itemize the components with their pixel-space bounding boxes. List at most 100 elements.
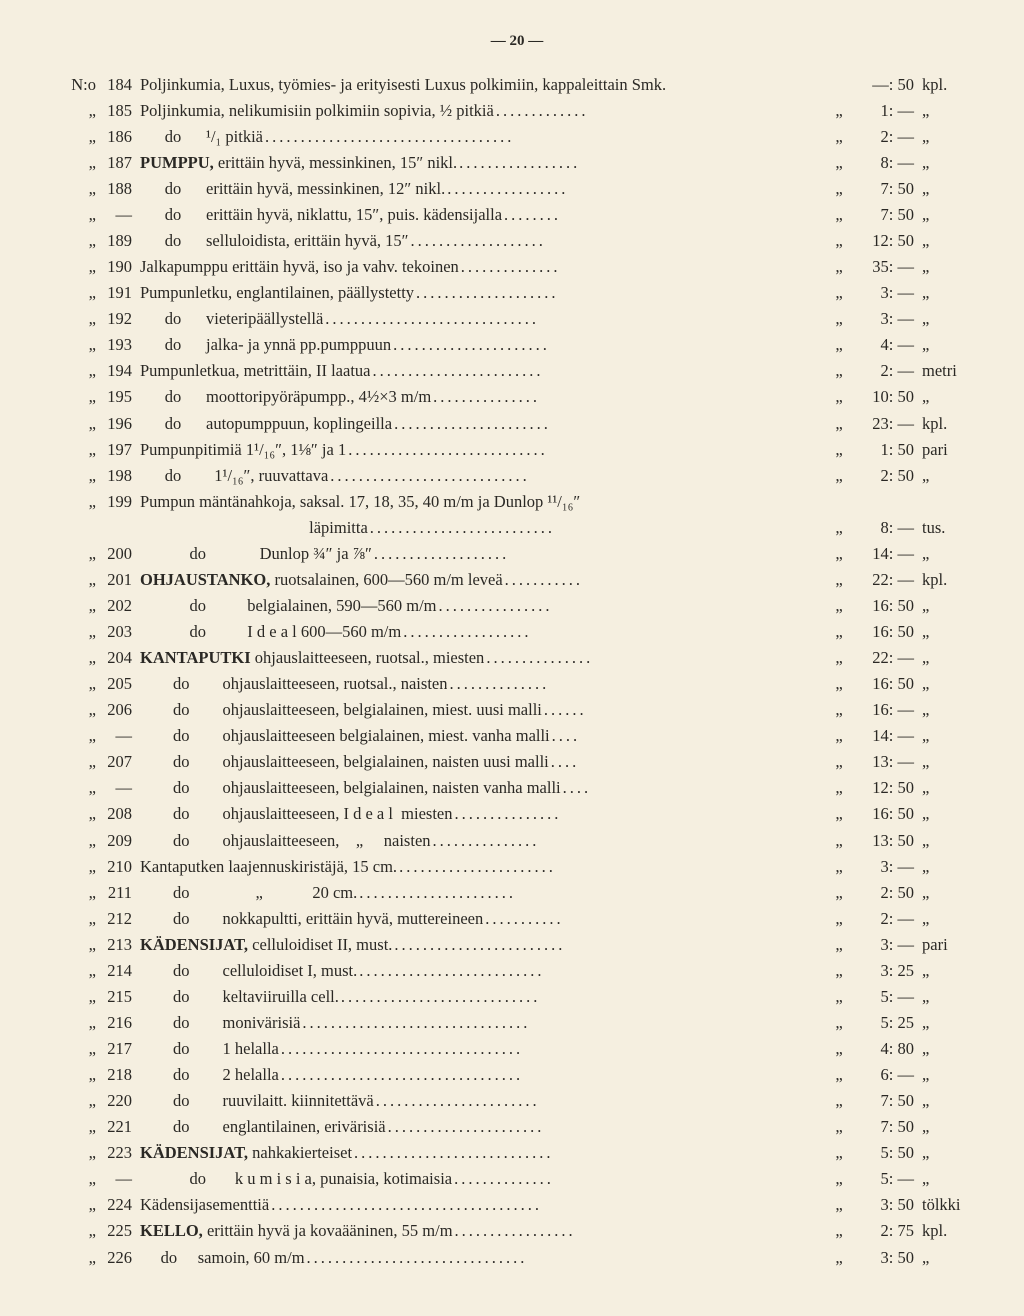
row-leader: ................... xyxy=(409,228,828,254)
row-number: 226 xyxy=(100,1245,140,1271)
row-leader: ................. xyxy=(445,176,828,202)
row-description: PUMPPU, erittäin hyvä, messinkinen, 15″ … xyxy=(140,150,457,176)
row-price: 10: 50 xyxy=(850,384,922,410)
row-leader: ...................... xyxy=(392,411,828,437)
catalog-row: „217 do 1 helalla.......................… xyxy=(60,1036,974,1062)
row-ditto-mark: „ xyxy=(828,1036,850,1062)
row-leader: ................. xyxy=(453,1218,828,1244)
row-prefix: „ xyxy=(60,228,100,254)
row-unit: „ xyxy=(922,828,974,854)
row-prefix: „ xyxy=(60,932,100,958)
row-unit: „ xyxy=(922,541,974,567)
row-unit: „ xyxy=(922,801,974,827)
row-prefix: „ xyxy=(60,906,100,932)
row-unit: „ xyxy=(922,645,974,671)
row-ditto-mark: „ xyxy=(828,801,850,827)
row-prefix: „ xyxy=(60,1218,100,1244)
catalog-row: „211 do „ 20 cm.......................„2… xyxy=(60,880,974,906)
row-leader: ........ xyxy=(502,202,828,228)
row-unit: kpl. xyxy=(922,567,974,593)
row-price: 23: — xyxy=(850,411,922,437)
row-number: — xyxy=(100,723,140,749)
row-description: OHJAUSTANKO, ruotsalainen, 600—560 m/m l… xyxy=(140,567,503,593)
row-unit: „ xyxy=(922,150,974,176)
row-ditto-mark: „ xyxy=(828,358,850,384)
row-leader: ...................... xyxy=(397,854,828,880)
row-ditto-mark: „ xyxy=(828,723,850,749)
row-price: 4: 80 xyxy=(850,1036,922,1062)
row-description: Kädensijasementtiä xyxy=(140,1192,269,1218)
row-ditto-mark: „ xyxy=(828,254,850,280)
row-number: 201 xyxy=(100,567,140,593)
row-price: 3: 50 xyxy=(850,1245,922,1271)
row-unit: „ xyxy=(922,593,974,619)
row-price: 7: 50 xyxy=(850,1114,922,1140)
row-description: Poljinkumia, nelikumisiin polkimiin sopi… xyxy=(140,98,494,124)
row-description: KÄDENSIJAT, celluloidiset II, must. xyxy=(140,932,392,958)
row-ditto-mark: „ xyxy=(828,749,850,775)
row-number: — xyxy=(100,202,140,228)
row-ditto-mark: „ xyxy=(828,1192,850,1218)
row-prefix: „ xyxy=(60,828,100,854)
row-prefix: „ xyxy=(60,567,100,593)
row-prefix: „ xyxy=(60,671,100,697)
row-ditto-mark: „ xyxy=(828,150,850,176)
row-unit: „ xyxy=(922,1036,974,1062)
row-ditto-mark: „ xyxy=(828,541,850,567)
row-price: 2: 75 xyxy=(850,1218,922,1244)
row-number: 207 xyxy=(100,749,140,775)
row-number: 184 xyxy=(100,72,140,98)
catalog-row: N:o184Poljinkumia, Luxus, työmies- ja er… xyxy=(60,72,974,98)
row-price: 35: — xyxy=(850,254,922,280)
row-prefix: „ xyxy=(60,880,100,906)
row-leader: .... xyxy=(561,775,828,801)
row-description: do monivärisiä xyxy=(140,1010,300,1036)
row-ditto-mark: „ xyxy=(828,411,850,437)
row-prefix: „ xyxy=(60,150,100,176)
row-leader: .......................... xyxy=(357,958,828,984)
row-ditto-mark: „ xyxy=(828,880,850,906)
row-description: do keltaviiruilla cell. xyxy=(140,984,339,1010)
row-number: 196 xyxy=(100,411,140,437)
catalog-table: N:o184Poljinkumia, Luxus, työmies- ja er… xyxy=(60,72,974,1271)
row-leader: ............................... xyxy=(305,1245,828,1271)
row-prefix: „ xyxy=(60,645,100,671)
catalog-row: „214 do celluloidiset I, must...........… xyxy=(60,958,974,984)
row-ditto-mark: „ xyxy=(828,384,850,410)
row-prefix: „ xyxy=(60,697,100,723)
row-leader: ............... xyxy=(431,384,828,410)
row-number: 185 xyxy=(100,98,140,124)
row-leader: ...................................... xyxy=(269,1192,828,1218)
row-unit: „ xyxy=(922,98,974,124)
row-prefix: „ xyxy=(60,411,100,437)
catalog-row: „— do erittäin hyvä, niklattu, 15″, puis… xyxy=(60,202,974,228)
row-number: 225 xyxy=(100,1218,140,1244)
row-description: do I d e a l 600—560 m/m xyxy=(140,619,401,645)
row-ditto-mark: „ xyxy=(828,1062,850,1088)
catalog-row: „190Jalkapumppu erittäin hyvä, iso ja va… xyxy=(60,254,974,280)
row-description: läpimitta xyxy=(140,515,368,541)
row-prefix: „ xyxy=(60,593,100,619)
row-price: 5: — xyxy=(850,1166,922,1192)
row-ditto-mark: „ xyxy=(828,98,850,124)
row-ditto-mark: „ xyxy=(828,567,850,593)
catalog-row: „195 do moottoripyöräpumpp., 4½×3 m/m...… xyxy=(60,384,974,410)
row-ditto-mark: „ xyxy=(828,828,850,854)
row-unit: „ xyxy=(922,906,974,932)
row-ditto-mark: „ xyxy=(828,671,850,697)
row-ditto-mark: „ xyxy=(828,1166,850,1192)
catalog-row: „193 do jalka- ja ynnä pp.pumppuun......… xyxy=(60,332,974,358)
row-unit: kpl. xyxy=(922,72,974,98)
catalog-row: „191Pumpunletku, englantilainen, päällys… xyxy=(60,280,974,306)
row-description: Poljinkumia, Luxus, työmies- ja erityise… xyxy=(140,72,666,98)
row-description: do ohjauslaitteeseen, belgialainen, mies… xyxy=(140,697,542,723)
row-description: do erittäin hyvä, niklattu, 15″, puis. k… xyxy=(140,202,502,228)
row-leader: ...... xyxy=(542,697,828,723)
row-prefix: „ xyxy=(60,1166,100,1192)
row-prefix: „ xyxy=(60,1245,100,1271)
catalog-row: „188 do erittäin hyvä, messinkinen, 12″ … xyxy=(60,176,974,202)
row-prefix: „ xyxy=(60,749,100,775)
catalog-row: „189 do selluloidista, erittäin hyvä, 15… xyxy=(60,228,974,254)
row-price: 6: — xyxy=(850,1062,922,1088)
row-number: 212 xyxy=(100,906,140,932)
